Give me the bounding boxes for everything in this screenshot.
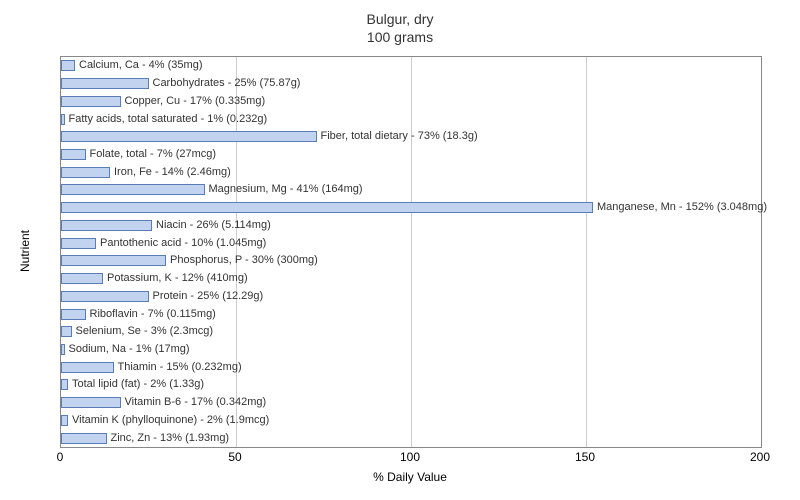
bar-label: Potassium, K - 12% (410mg) bbox=[107, 272, 248, 284]
bar-label: Vitamin B-6 - 17% (0.342mg) bbox=[125, 396, 267, 408]
bar bbox=[61, 309, 86, 320]
x-tick: 150 bbox=[575, 450, 595, 464]
x-tick: 0 bbox=[57, 450, 64, 464]
bar bbox=[61, 433, 107, 444]
bar-label: Carbohydrates - 25% (75.87g) bbox=[153, 77, 301, 89]
bar bbox=[61, 131, 317, 142]
bar-label: Manganese, Mn - 152% (3.048mg) bbox=[597, 201, 767, 213]
bar bbox=[61, 379, 68, 390]
chart-title-line1: Bulgur, dry bbox=[0, 10, 800, 28]
bar-label: Selenium, Se - 3% (2.3mcg) bbox=[76, 325, 214, 337]
bar bbox=[61, 255, 166, 266]
bar-label: Niacin - 26% (5.114mg) bbox=[156, 219, 271, 231]
bar bbox=[61, 167, 110, 178]
bar-label: Magnesium, Mg - 41% (164mg) bbox=[209, 183, 363, 195]
bar-label: Fatty acids, total saturated - 1% (0.232… bbox=[69, 113, 268, 125]
plot-area: Calcium, Ca - 4% (35mg) Carbohydrates - 2… bbox=[60, 56, 762, 448]
bar bbox=[61, 184, 205, 195]
bar bbox=[61, 149, 86, 160]
bar-label: Vitamin K (phylloquinone) - 2% (1.9mcg) bbox=[72, 414, 269, 426]
bar bbox=[61, 326, 72, 337]
bar-label: Sodium, Na - 1% (17mg) bbox=[69, 343, 190, 355]
bar-label: Fiber, total dietary - 73% (18.3g) bbox=[321, 130, 478, 142]
x-tick: 100 bbox=[400, 450, 420, 464]
bar-label: Riboflavin - 7% (0.115mg) bbox=[90, 308, 216, 320]
bar-label: Folate, total - 7% (27mcg) bbox=[90, 148, 217, 160]
x-tick: 50 bbox=[228, 450, 241, 464]
bar-label: Copper, Cu - 17% (0.335mg) bbox=[125, 95, 266, 107]
bar-label: Iron, Fe - 14% (2.46mg) bbox=[114, 166, 231, 178]
bar bbox=[61, 220, 152, 231]
gridline bbox=[586, 57, 587, 447]
bar-label: Total lipid (fat) - 2% (1.33g) bbox=[72, 378, 204, 390]
bar bbox=[61, 114, 65, 125]
chart-title-line2: 100 grams bbox=[0, 28, 800, 46]
bar-label: Phosphorus, P - 30% (300mg) bbox=[170, 254, 318, 266]
x-tick: 200 bbox=[750, 450, 770, 464]
bar bbox=[61, 60, 75, 71]
bar bbox=[61, 96, 121, 107]
bar-label: Pantothenic acid - 10% (1.045mg) bbox=[100, 237, 266, 249]
bar-label: Protein - 25% (12.29g) bbox=[153, 290, 264, 302]
bar bbox=[61, 291, 149, 302]
bar-label: Thiamin - 15% (0.232mg) bbox=[118, 361, 242, 373]
bar bbox=[61, 78, 149, 89]
bar bbox=[61, 273, 103, 284]
chart-title: Bulgur, dry 100 grams bbox=[0, 0, 800, 46]
y-axis-label: Nutrient bbox=[18, 230, 32, 272]
bar bbox=[61, 202, 593, 213]
bar bbox=[61, 415, 68, 426]
bar-label: Calcium, Ca - 4% (35mg) bbox=[79, 59, 202, 71]
bar bbox=[61, 397, 121, 408]
bar bbox=[61, 362, 114, 373]
bar-label: Zinc, Zn - 13% (1.93mg) bbox=[111, 432, 230, 444]
bar bbox=[61, 238, 96, 249]
x-axis-label: % Daily Value bbox=[373, 470, 447, 484]
gridline bbox=[411, 57, 412, 447]
bar bbox=[61, 344, 65, 355]
